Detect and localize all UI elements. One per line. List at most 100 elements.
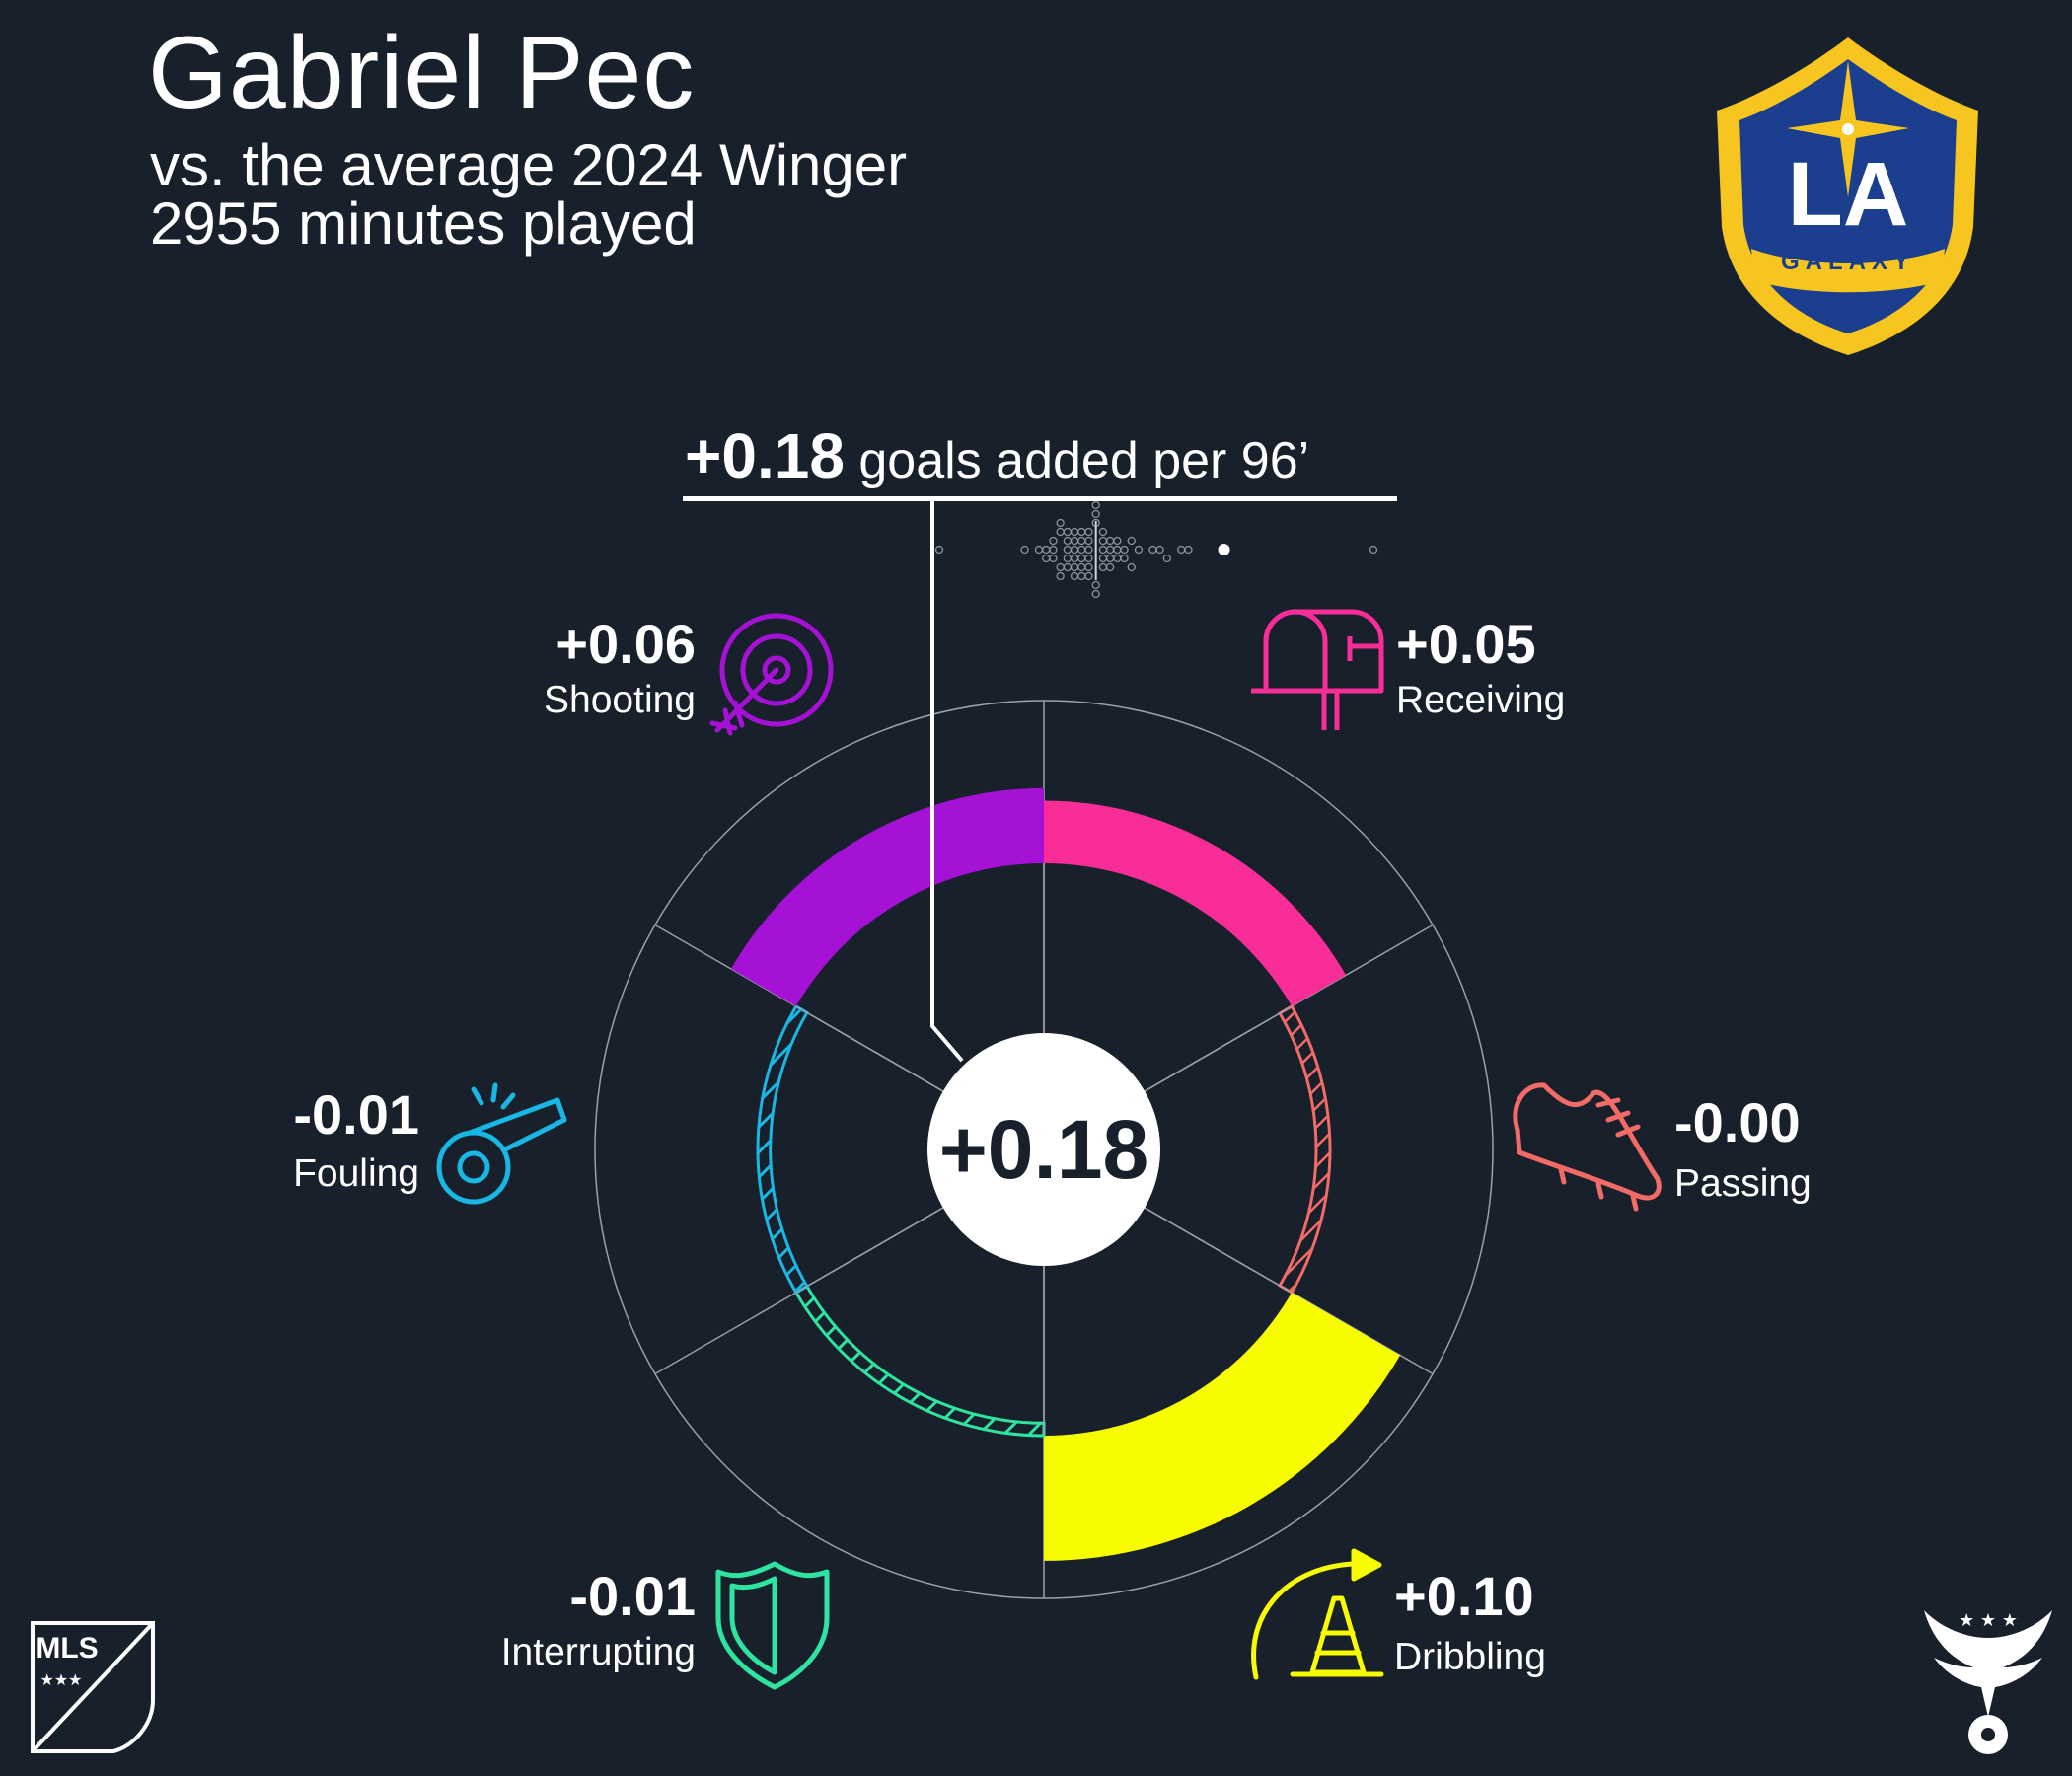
shooting-bar <box>730 787 1044 1006</box>
distribution-point <box>1120 554 1129 563</box>
distribution-point <box>1113 545 1122 555</box>
distribution-point <box>1056 562 1065 572</box>
shield-icon <box>715 1561 830 1690</box>
distribution-point <box>934 545 944 555</box>
distribution-point <box>1084 545 1093 555</box>
mailbox-icon <box>1251 609 1384 730</box>
fouling-bar <box>756 1003 809 1295</box>
distribution-point <box>1056 527 1065 537</box>
total-headline: +0.18 goals added per 96’ <box>685 419 1395 498</box>
crest-word: GALAXY <box>1781 249 1915 275</box>
distribution-point <box>1127 536 1136 546</box>
distribution-point <box>1020 545 1029 555</box>
svg-text:★★★: ★★★ <box>39 1670 82 1689</box>
distribution-point <box>1056 571 1065 581</box>
distribution-point <box>1084 527 1093 537</box>
distribution-point <box>1063 554 1072 563</box>
distribution-point <box>1105 554 1115 563</box>
distribution-point <box>1077 527 1086 537</box>
distribution-point <box>1113 536 1122 546</box>
distribution-point <box>1162 554 1171 563</box>
distribution-point <box>1105 536 1115 546</box>
distribution-point <box>1063 536 1072 546</box>
fouling-value: -0.01 <box>293 1083 419 1146</box>
distribution-point <box>1105 545 1115 555</box>
distribution-point <box>1084 571 1093 581</box>
interrupting-bar <box>793 1284 1046 1438</box>
crest-letters: LA <box>1788 144 1909 245</box>
distribution-point <box>1369 545 1378 555</box>
passing-value: -0.00 <box>1674 1091 1801 1153</box>
eagle-soccer-logo: ★ ★ ★ <box>1924 1610 2052 1754</box>
distribution-point <box>1091 580 1100 590</box>
headline-connector <box>930 498 964 1063</box>
shooting-value: +0.06 <box>555 613 696 675</box>
receiving-label: Receiving <box>1396 679 1566 721</box>
distribution-point <box>1113 554 1122 563</box>
receiving-bar <box>1044 800 1347 1006</box>
player-name: Gabriel Pec <box>148 16 696 130</box>
dribbling-label: Dribbling <box>1394 1636 1546 1678</box>
cone-arrow-icon <box>1251 1548 1384 1680</box>
distribution-point <box>1084 536 1093 546</box>
distribution-point <box>1091 500 1100 510</box>
total-label: goals added per 96’ <box>858 432 1310 489</box>
distribution-point <box>1070 571 1079 581</box>
distribution-point <box>1098 527 1108 537</box>
radial-bars <box>730 787 1401 1561</box>
comparison-subtitle: vs. the average 2024 Winger <box>150 132 908 198</box>
minutes-subtitle: 2955 minutes played <box>150 190 697 257</box>
dribbling-bar <box>1044 1293 1401 1561</box>
distribution-point <box>1120 545 1129 555</box>
distribution-point <box>1098 545 1108 555</box>
distribution-point <box>1084 554 1093 563</box>
distribution-point <box>1056 518 1065 528</box>
distribution-beeswarm <box>934 500 1378 599</box>
distribution-point <box>1184 545 1193 555</box>
distribution-point <box>1049 536 1058 546</box>
distribution-point <box>1070 554 1079 563</box>
distribution-point <box>1042 554 1051 563</box>
distribution-point <box>1063 562 1072 572</box>
distribution-point <box>1049 554 1058 563</box>
distribution-point <box>1127 562 1136 572</box>
receiving-value: +0.05 <box>1396 613 1536 675</box>
distribution-point <box>1070 536 1079 546</box>
whistle-icon <box>436 1082 567 1205</box>
shooting-label: Shooting <box>544 679 696 721</box>
distribution-point <box>1063 527 1072 537</box>
fouling-label: Fouling <box>293 1152 419 1195</box>
distribution-point <box>1077 536 1086 546</box>
distribution-point <box>1155 545 1164 555</box>
center-value: +0.18 <box>939 1103 1149 1196</box>
headline-rule <box>683 496 1397 501</box>
distribution-point <box>1077 554 1086 563</box>
player-marker <box>1218 544 1230 555</box>
la-galaxy-crest: LA GALAXY <box>1717 37 1978 355</box>
distribution-point <box>1148 545 1157 555</box>
passing-label: Passing <box>1674 1162 1812 1205</box>
distribution-point <box>1091 589 1100 599</box>
mls-letters: MLS <box>36 1632 98 1665</box>
dribbling-value: +0.10 <box>1394 1565 1534 1627</box>
distribution-point <box>1077 545 1086 555</box>
interrupting-label: Interrupting <box>500 1631 696 1673</box>
mls-logo: MLS ★★★ <box>31 1621 155 1753</box>
distribution-point <box>1098 554 1108 563</box>
interrupting-value: -0.01 <box>569 1565 696 1627</box>
distribution-point <box>1070 527 1079 537</box>
distribution-point <box>1091 509 1100 519</box>
distribution-point <box>1098 562 1108 572</box>
distribution-point <box>1063 545 1072 555</box>
distribution-point <box>1134 545 1144 555</box>
distribution-point <box>1070 562 1079 572</box>
center-circle <box>927 1033 1160 1266</box>
distribution-point <box>1077 562 1086 572</box>
total-value: +0.18 <box>685 420 845 491</box>
distribution-point <box>1034 545 1044 555</box>
passing-bar <box>1277 1003 1332 1295</box>
distribution-point <box>1042 545 1051 555</box>
distribution-point <box>1105 562 1115 572</box>
target-arrow-icon <box>709 613 834 736</box>
